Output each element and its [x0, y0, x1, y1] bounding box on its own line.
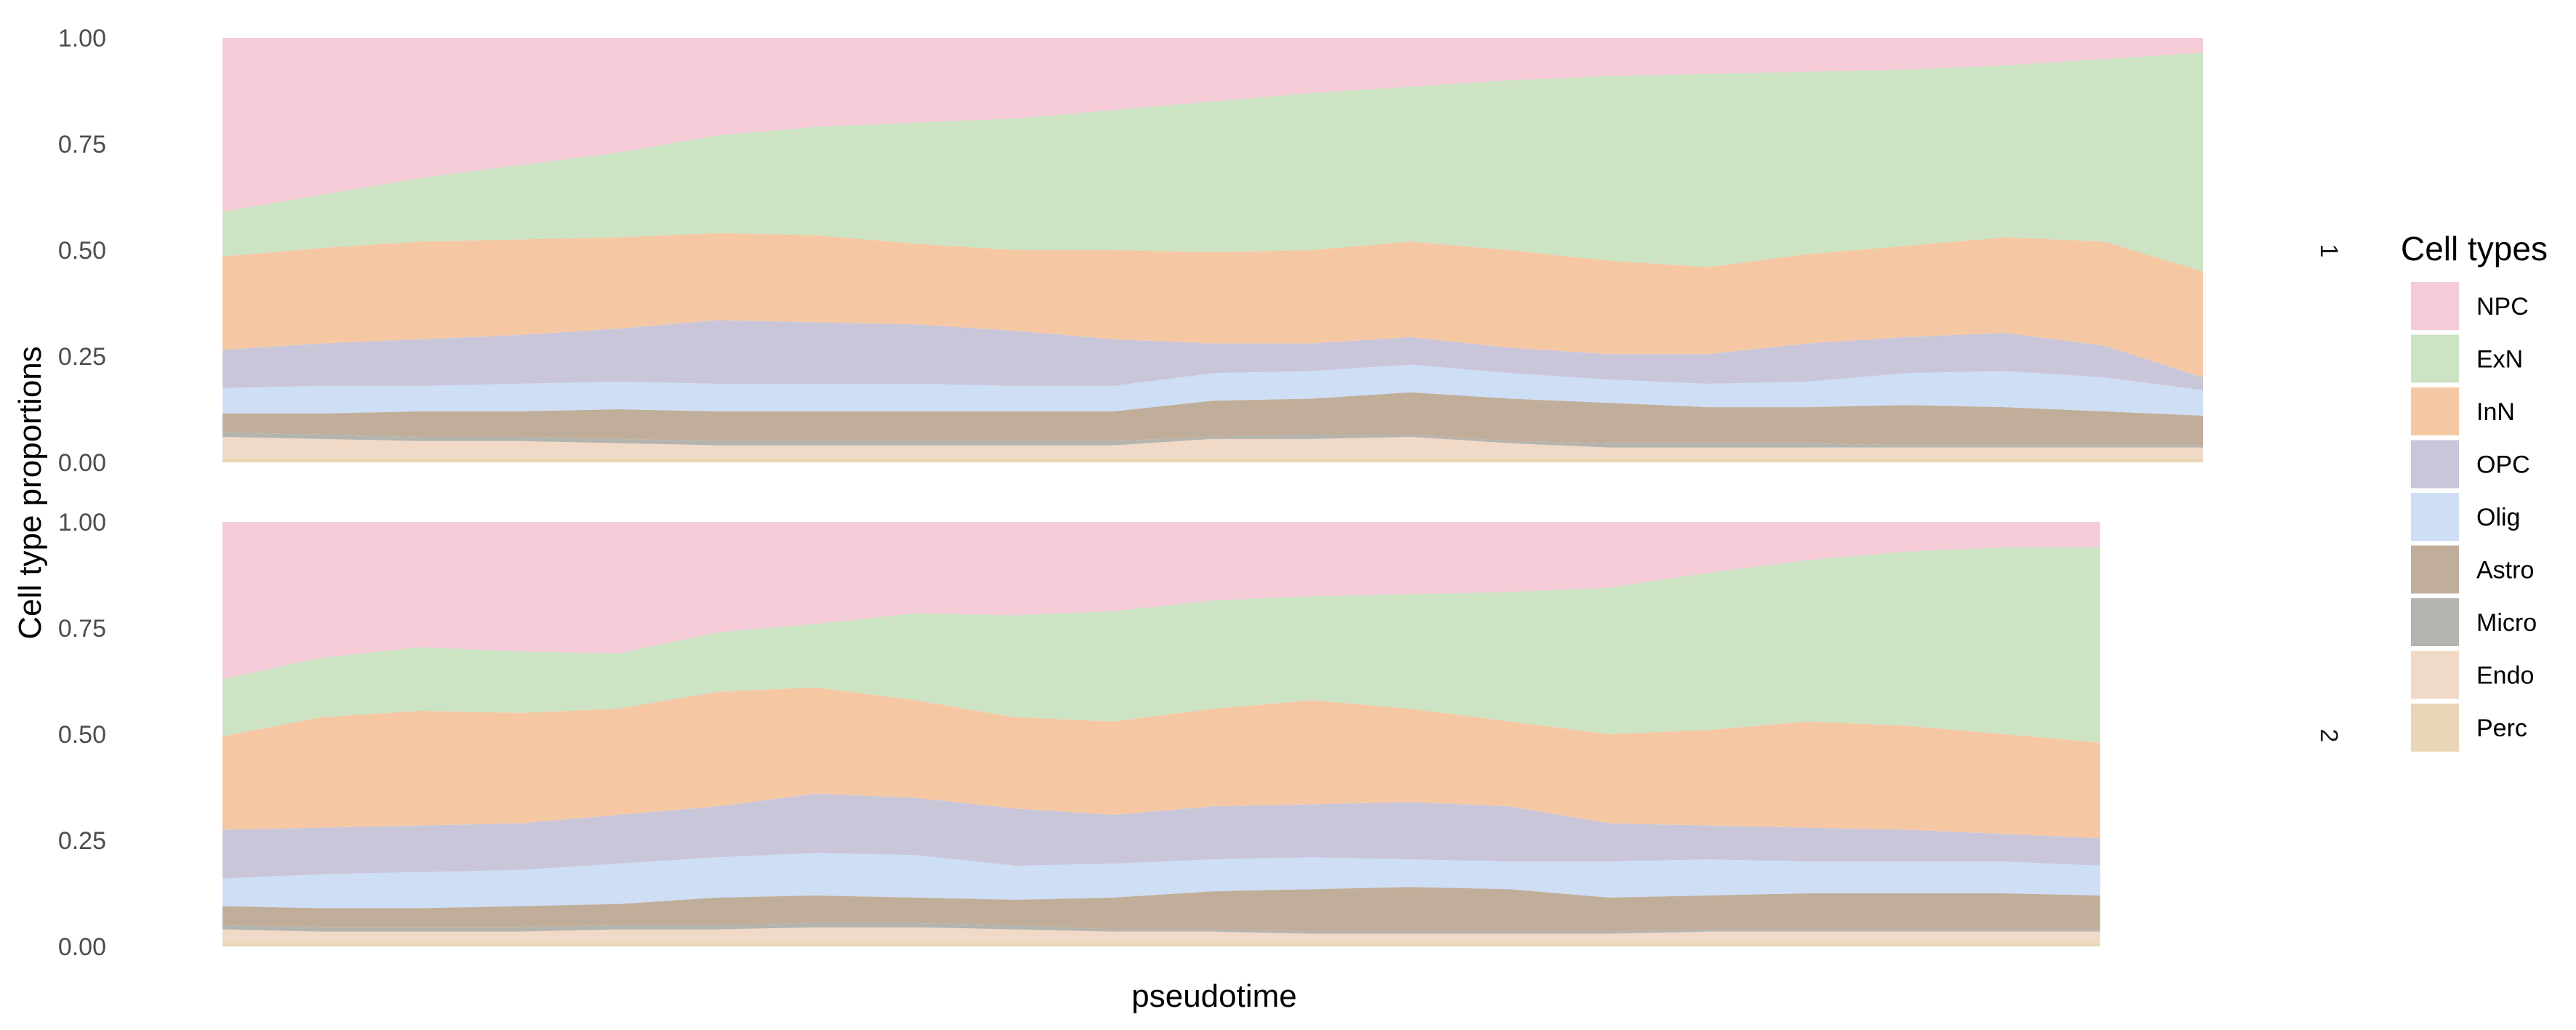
area-astro-panel-1	[222, 392, 2203, 446]
legend-label-exn: ExN	[2476, 346, 2523, 374]
y-tick-label-panel-1: 1.00	[58, 25, 106, 52]
panel-1: 0.00 0.25 0.50 0.75 1.00	[58, 25, 2203, 477]
area-opc-panel-1	[222, 320, 2203, 390]
area-endo-panel-1	[222, 437, 2203, 459]
area-exn-panel-1	[222, 52, 2203, 272]
y-tick-label-panel-2: 0.00	[58, 933, 106, 961]
area-micro-panel-2	[222, 922, 2100, 934]
y-tick-label-panel-1: 0.75	[58, 131, 106, 158]
legend-title: Cell types	[2401, 230, 2548, 267]
y-axis-title: Cell type proportions	[12, 346, 48, 640]
legend-key-perc	[2411, 704, 2459, 752]
panel-2: 0.00 0.25 0.50 0.75 1.00	[58, 509, 2100, 961]
x-axis-title: pseudotime	[1131, 978, 1296, 1014]
strip-label-panel-1: 1	[2315, 244, 2343, 258]
y-tick-label-panel-1: 0.25	[58, 343, 106, 371]
area-npc-panel-1	[222, 38, 2203, 212]
legend-key-opc	[2411, 440, 2459, 488]
area-olig-panel-1	[222, 364, 2203, 416]
area-inn-panel-2	[222, 687, 2100, 839]
y-tick-label-panel-2: 0.25	[58, 827, 106, 855]
area-micro-panel-1	[222, 432, 2203, 448]
legend-label-inn: InN	[2476, 398, 2515, 426]
strip-label-panel-2: 2	[2315, 729, 2343, 743]
legend-key-micro	[2411, 598, 2459, 646]
legend: Cell types NPC ExN InN OPC Olig Astro Micro End…	[2401, 230, 2548, 752]
legend-label-endo: Endo	[2476, 662, 2534, 690]
y-tick-label-panel-2: 0.75	[58, 615, 106, 643]
area-endo-panel-2	[222, 927, 2100, 943]
legend-label-astro: Astro	[2476, 557, 2534, 584]
y-tick-label-panel-2: 1.00	[58, 509, 106, 536]
legend-key-exn	[2411, 334, 2459, 383]
area-olig-panel-2	[222, 853, 2100, 909]
legend-label-olig: Olig	[2476, 504, 2520, 531]
y-tick-label-panel-1: 0.00	[58, 449, 106, 477]
area-npc-panel-2	[222, 522, 2100, 680]
area-exn-panel-2	[222, 547, 2100, 743]
legend-key-endo	[2411, 651, 2459, 699]
legend-label-opc: OPC	[2476, 451, 2530, 479]
legend-label-perc: Perc	[2476, 715, 2527, 742]
y-tick-label-panel-2: 0.50	[58, 721, 106, 749]
area-inn-panel-1	[222, 233, 2203, 378]
legend-key-astro	[2411, 545, 2459, 594]
area-perc-panel-1	[222, 458, 2203, 462]
legend-label-npc: NPC	[2476, 293, 2529, 321]
area-astro-panel-2	[222, 887, 2100, 932]
area-perc-panel-2	[222, 942, 2100, 946]
legend-key-olig	[2411, 493, 2459, 541]
legend-key-npc	[2411, 282, 2459, 330]
y-tick-label-panel-1: 0.50	[58, 237, 106, 265]
area-opc-panel-2	[222, 793, 2100, 879]
legend-key-inn	[2411, 387, 2459, 435]
legend-label-micro: Micro	[2476, 609, 2537, 637]
